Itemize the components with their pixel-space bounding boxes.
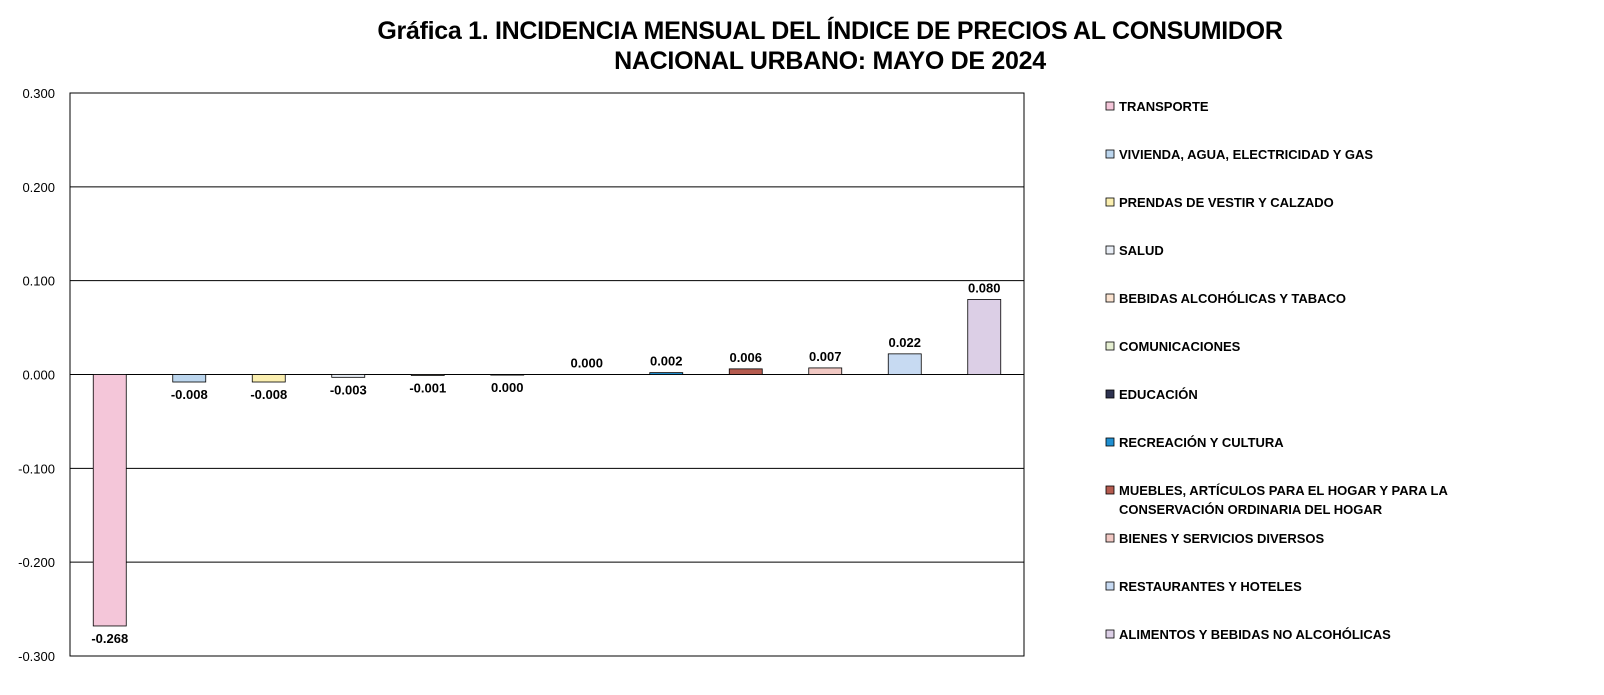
data-label: -0.008 (250, 387, 287, 402)
bar (728, 368, 763, 375)
legend-label: TRANSPORTE (1119, 99, 1209, 114)
bar (490, 374, 525, 376)
legend-label: PRENDAS DE VESTIR Y CALZADO (1119, 195, 1334, 210)
data-label: -0.268 (91, 631, 128, 646)
bars (92, 299, 1002, 627)
y-tick-label: 0.300 (22, 86, 55, 101)
data-label: -0.003 (330, 382, 367, 397)
legend-swatch (1105, 245, 1115, 255)
legend-label: BEBIDAS ALCOHÓLICAS Y TABACO (1119, 291, 1346, 306)
legend-swatch (1105, 581, 1115, 591)
bar (251, 374, 286, 383)
legend-label: VIVIENDA, AGUA, ELECTRICIDAD Y GAS (1119, 147, 1373, 162)
legend-label: SALUD (1119, 243, 1164, 258)
legend-label: MUEBLES, ARTÍCULOS PARA EL HOGAR Y PARA … (1119, 483, 1448, 517)
y-tick-label: -0.100 (18, 461, 55, 476)
chart-title: Gráfica 1. INCIDENCIA MENSUAL DEL ÍNDICE… (0, 16, 1604, 76)
legend-swatch (1105, 149, 1115, 159)
legend-label: COMUNICACIONES (1119, 339, 1241, 354)
legend-swatch (1105, 341, 1115, 351)
data-label: 0.007 (809, 349, 842, 364)
y-tick-label: -0.300 (18, 649, 55, 664)
data-label: -0.008 (171, 387, 208, 402)
legend-swatch (1105, 485, 1115, 495)
legend-label: ALIMENTOS Y BEBIDAS NO ALCOHÓLICAS (1119, 627, 1391, 642)
data-labels: -0.268 -0.008 -0.008 -0.003 -0.001 0.000 0.000… (91, 280, 1000, 646)
legend-swatch (1105, 197, 1115, 207)
y-axis: 0.300 0.200 0.100 0.000 -0.100 -0.200 -0.300 (18, 86, 55, 664)
data-label: 0.000 (491, 380, 524, 395)
bar (649, 372, 684, 375)
bar (887, 353, 922, 375)
legend-label: BIENES Y SERVICIOS DIVERSOS (1119, 531, 1325, 546)
data-label: 0.000 (570, 356, 603, 371)
y-tick-label: -0.200 (18, 555, 55, 570)
chart-title-line2: NACIONAL URBANO: MAYO DE 2024 (614, 47, 1046, 75)
legend-swatch (1105, 437, 1115, 447)
legend-label: RECREACIÓN Y CULTURA (1119, 435, 1284, 450)
legend-swatch (1105, 389, 1115, 399)
legend-label: RESTAURANTES Y HOTELES (1119, 579, 1302, 594)
data-label: -0.001 (409, 380, 446, 395)
y-tick-label: 0.000 (22, 368, 55, 383)
bar (808, 367, 843, 375)
plot-frame (69, 92, 1025, 657)
data-label: 0.006 (729, 350, 762, 365)
bar (967, 299, 1002, 375)
y-tick-label: 0.100 (22, 274, 55, 289)
bar (92, 374, 127, 627)
data-label: 0.080 (968, 280, 1001, 295)
legend-swatch (1105, 101, 1115, 111)
legend: TRANSPORTE VIVIENDA, AGUA, ELECTRICIDAD Y… (1105, 99, 1448, 642)
legend-swatch (1105, 629, 1115, 639)
legend-swatch (1105, 533, 1115, 543)
y-tick-label: 0.200 (22, 180, 55, 195)
chart-title-line1: Gráfica 1. INCIDENCIA MENSUAL DEL ÍNDICE… (377, 17, 1283, 45)
gridlines (70, 92, 1024, 657)
bar (331, 374, 366, 378)
bar (410, 374, 445, 376)
data-label: 0.002 (650, 354, 683, 369)
bar (172, 374, 207, 383)
legend-swatch (1105, 293, 1115, 303)
legend-label: EDUCACIÓN (1119, 387, 1198, 402)
data-label: 0.022 (888, 335, 921, 350)
